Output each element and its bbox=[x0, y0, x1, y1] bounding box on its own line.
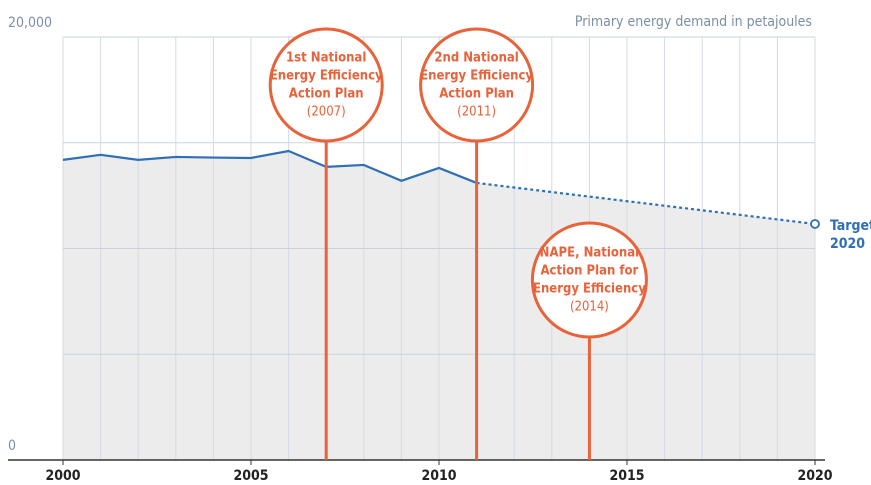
target-label: 2020 bbox=[830, 236, 865, 252]
x-tick-label: 2000 bbox=[45, 468, 80, 484]
annotation-text: NAPE, National bbox=[540, 246, 639, 261]
annotation-circle bbox=[530, 221, 648, 339]
x-tick-label: 2005 bbox=[233, 468, 268, 484]
annotation-text: Action Plan bbox=[439, 87, 514, 102]
annotation-text: 2nd National bbox=[434, 51, 518, 66]
annotation-year: (2007) bbox=[307, 105, 346, 120]
annotation-text: Energy Efficiency bbox=[270, 69, 383, 84]
annotation-text: Energy Efficiency bbox=[533, 282, 646, 297]
target-label: Target bbox=[830, 218, 871, 234]
y-axis-label: Primary energy demand in petajoules bbox=[575, 14, 812, 30]
annotation-text: Energy Efficiency bbox=[420, 69, 533, 84]
annotation-year: (2011) bbox=[457, 105, 496, 120]
x-tick-label: 2015 bbox=[609, 468, 644, 484]
line-series bbox=[62, 149, 478, 184]
x-tick-label: 2020 bbox=[797, 468, 832, 484]
y-tick-label: 0 bbox=[8, 438, 16, 454]
annotation-text: Action Plan bbox=[289, 87, 364, 102]
annotation-text: 1st National bbox=[286, 51, 366, 66]
annotation-year: (2014) bbox=[570, 300, 609, 315]
x-tick-label: 2010 bbox=[421, 468, 456, 484]
annotation-circle bbox=[419, 27, 535, 143]
line-series bbox=[476, 181, 816, 226]
annotation-text: Action Plan for bbox=[541, 264, 639, 279]
annotation-circle bbox=[268, 27, 384, 143]
target-point bbox=[810, 219, 820, 229]
y-tick-label: 20,000 bbox=[8, 15, 52, 31]
